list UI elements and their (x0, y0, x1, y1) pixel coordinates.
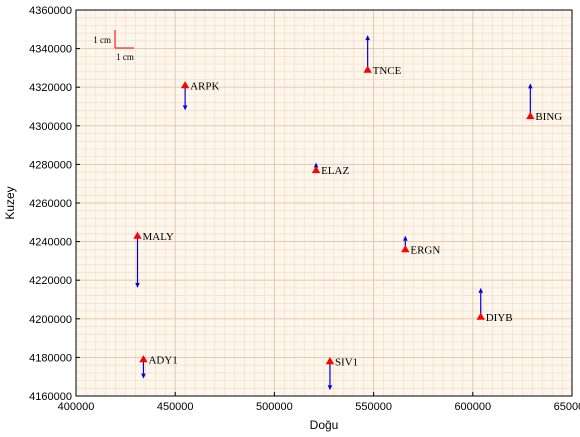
station-arpk: ARPK (180, 80, 220, 111)
y-tick-label: 4160000 (29, 391, 72, 403)
x-tick-label: 550000 (355, 401, 392, 413)
station-marker (139, 355, 148, 363)
x-tick-label: 500000 (256, 401, 293, 413)
station-label: TNCE (373, 65, 402, 77)
arrow-head (528, 83, 533, 89)
y-tick-label: 4340000 (29, 44, 72, 56)
station-label: DIYB (486, 312, 513, 324)
station-ady1: ADY1 (139, 354, 178, 379)
arrow-head (365, 35, 370, 41)
station-marker (476, 312, 485, 320)
station-bing: BING (526, 83, 562, 123)
y-tick-label: 4260000 (29, 198, 72, 210)
scale-horizontal-label: 1 cm (116, 52, 134, 62)
station-label: ERGN (410, 244, 440, 256)
scale-vertical-label: 1 cm (93, 35, 111, 45)
y-tick-label: 4180000 (29, 352, 72, 364)
y-tick-label: 4300000 (29, 121, 72, 133)
arrow-head (403, 235, 408, 241)
x-tick-label: 450000 (157, 401, 194, 413)
arrow-head (478, 287, 484, 293)
station-maly: MALY (133, 231, 174, 288)
station-label: MALY (143, 231, 174, 243)
station-label: BING (535, 111, 562, 123)
station-marker (133, 231, 142, 239)
y-tick-label: 4200000 (29, 314, 72, 326)
y-tick-label: 4240000 (29, 237, 72, 249)
station-points: TNCE ARPK BING ELAZ MALY ERGN DIYB ADY1 SIV1 (133, 35, 562, 391)
station-label: ADY1 (148, 354, 177, 366)
major-grid (75, 9, 573, 397)
arrow-head (182, 105, 188, 111)
x-tick-label: 600000 (454, 401, 491, 413)
station-label: SIV1 (335, 356, 358, 368)
station-tnce: TNCE (363, 35, 402, 77)
arrow-head (141, 373, 146, 379)
station-marker (325, 357, 335, 365)
station-marker (363, 65, 372, 73)
station-marker (311, 165, 321, 174)
arrow-head (327, 385, 333, 391)
station-label: ARPK (190, 80, 219, 92)
y-tick-label: 4320000 (29, 82, 72, 94)
y-axis: 4160000 4180000 4200000 4220000 4240000 42600… (29, 5, 80, 403)
station-marker (180, 81, 190, 89)
y-axis-title: Kuzey (3, 186, 17, 219)
arrow-head (313, 162, 319, 168)
station-diyb: DIYB (476, 287, 513, 324)
x-tick-label: 650000 (554, 401, 580, 413)
scale-legend: 1 cm 1 cm (93, 30, 134, 62)
y-tick-label: 4280000 (29, 159, 72, 171)
station-ergn: ERGN (401, 235, 440, 256)
y-tick-label: 4360000 (29, 5, 72, 17)
x-tick-label: 400000 (58, 401, 95, 413)
station-label: ELAZ (321, 165, 349, 177)
station-siv1: SIV1 (325, 356, 358, 391)
arrow-head (135, 282, 140, 288)
station-elaz: ELAZ (311, 162, 349, 177)
y-tick-label: 4220000 (29, 275, 72, 287)
station-marker (526, 111, 535, 120)
x-axis-title: Doğu (310, 418, 339, 432)
x-axis: 400000 450000 500000 550000 600000 650000 (58, 392, 580, 413)
station-marker (401, 245, 410, 253)
